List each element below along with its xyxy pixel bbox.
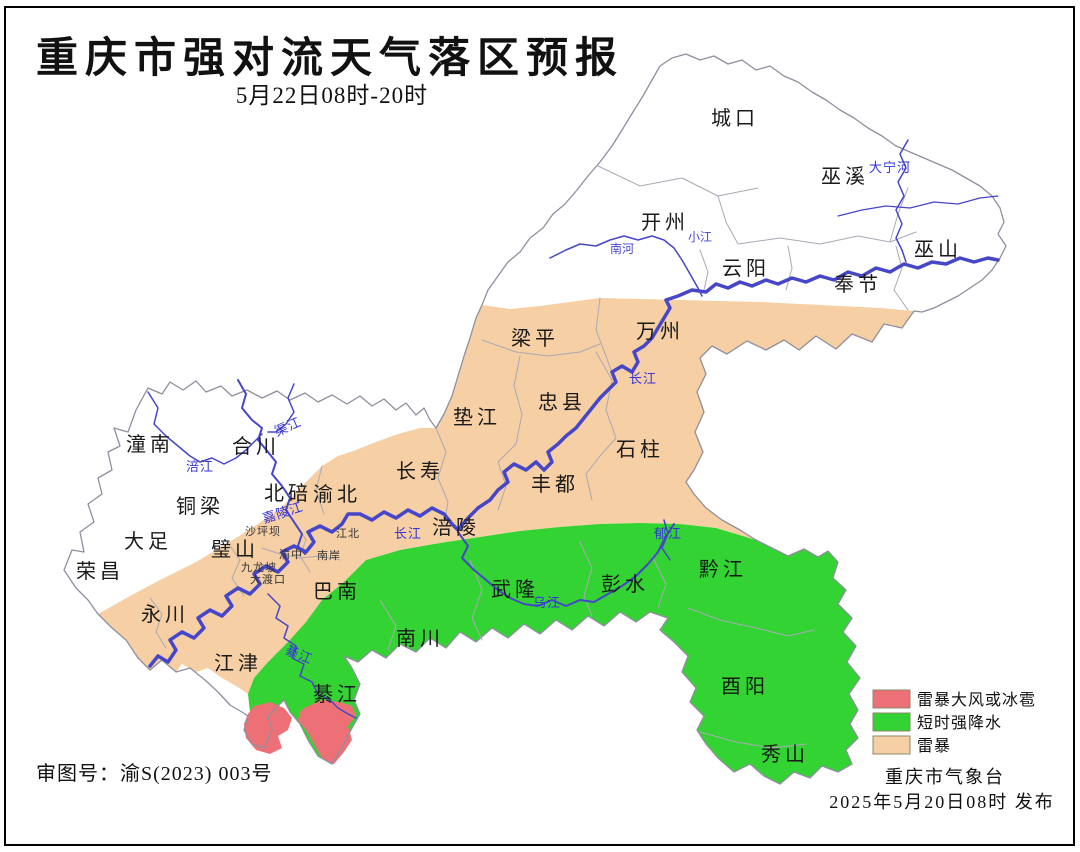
legend-swatch-thunderstorm xyxy=(872,735,911,755)
district-label: 巫溪 xyxy=(821,165,869,188)
region-heavy-rain xyxy=(244,523,860,784)
district-label: 璧山 xyxy=(211,538,259,561)
legend-label: 雷暴大风或冰雹 xyxy=(917,691,1036,709)
river-label: 郁江 xyxy=(654,526,682,541)
yangtze-river-path xyxy=(148,256,1000,668)
page-title: 重庆市强对流天气落区预报 xyxy=(36,35,624,82)
wuxi-stream-path xyxy=(837,195,999,217)
district-label: 北碚 xyxy=(264,482,312,505)
issuer-agency: 重庆市气象台 xyxy=(885,767,1005,787)
district-label-small: 大渡口 xyxy=(250,572,286,586)
district-label: 綦江 xyxy=(313,683,361,706)
district-label: 长寿 xyxy=(396,460,444,483)
district-label: 黔江 xyxy=(699,558,747,581)
district-label: 江津 xyxy=(214,652,262,675)
legend: 雷暴大风或冰雹 短时强降水 雷暴 xyxy=(872,689,1036,755)
wujiang-river-path xyxy=(457,523,675,607)
fujiang-river-path xyxy=(147,391,263,465)
district-label: 永川 xyxy=(141,603,189,626)
rivers xyxy=(147,139,1000,719)
jialing-river-path xyxy=(237,379,306,555)
district-label: 万州 xyxy=(636,321,684,343)
district-label: 渝北 xyxy=(313,483,361,506)
page-subtitle: 5月22日08时-20时 xyxy=(236,83,428,108)
yujiang-river-path xyxy=(661,519,671,561)
district-label: 潼南 xyxy=(126,433,174,456)
qijiang-river-path xyxy=(267,593,357,719)
nanhe-river-path xyxy=(549,235,703,297)
district-label: 合川 xyxy=(232,435,280,458)
issue-datetime: 2025年5月20日08时 发布 xyxy=(829,792,1055,812)
district-label: 忠县 xyxy=(538,391,586,414)
district-label: 丰都 xyxy=(531,473,579,496)
district-label: 城口 xyxy=(711,107,759,130)
river-label: 小江 xyxy=(688,230,712,244)
river-label: 大宁河 xyxy=(869,160,911,175)
district-label: 垫江 xyxy=(453,406,501,429)
district-label: 秀山 xyxy=(761,743,809,766)
municipal-outline xyxy=(63,53,1007,785)
district-label: 石柱 xyxy=(616,438,664,461)
district-label: 南川 xyxy=(396,627,444,650)
district-label: 彭水 xyxy=(601,573,649,596)
district-label: 巴南 xyxy=(313,580,361,603)
district-label: 酉阳 xyxy=(721,675,769,698)
district-label: 铜梁 xyxy=(176,495,224,518)
district-label: 梁平 xyxy=(511,327,559,350)
district-label: 大足 xyxy=(124,530,172,553)
river-label: 南河 xyxy=(610,241,634,256)
district-label: 荣昌 xyxy=(76,560,124,583)
city-district-labels: 沙坪坝 江北 渝中 南岸 九龙坡 大渡口 xyxy=(241,524,360,586)
district-label-small: 九龙坡 xyxy=(241,561,277,574)
river-label: 乌江 xyxy=(533,595,561,610)
legend-swatch-gale-hail xyxy=(872,689,911,709)
district-label: 涪陵 xyxy=(432,516,480,539)
district-boundaries xyxy=(149,165,917,749)
river-label: 长江 xyxy=(394,526,422,541)
region-gale-hail-west xyxy=(244,702,292,754)
district-label: 开州 xyxy=(641,212,689,234)
district-label-small: 渝中 xyxy=(279,547,303,561)
district-label-small: 江北 xyxy=(336,527,360,540)
district-label: 云阳 xyxy=(722,257,770,280)
legend-label: 雷暴 xyxy=(917,738,951,755)
daninghe-river-path xyxy=(895,139,909,263)
district-label: 武隆 xyxy=(491,578,539,601)
district-label: 巫山 xyxy=(914,238,962,261)
legend-label: 短时强降水 xyxy=(917,714,1002,732)
region-thunderstorm xyxy=(98,298,914,694)
district-labels: 城口 巫溪 开州 云阳 奉节 巫山 万州 梁平 忠县 垫江 石柱 长寿 丰都 涪… xyxy=(76,107,962,766)
district-label-small: 沙坪坝 xyxy=(245,524,281,538)
legend-swatch-heavy-rain xyxy=(872,712,911,732)
map-review-number: 审图号：渝S(2023) 003号 xyxy=(36,762,272,785)
page-border xyxy=(4,6,1075,846)
river-label: 长江 xyxy=(629,371,657,386)
district-label: 奉节 xyxy=(834,273,882,296)
river-label: 涪江 xyxy=(186,459,214,474)
district-label-small: 南岸 xyxy=(317,549,341,562)
qujiang-river-path xyxy=(267,383,295,433)
